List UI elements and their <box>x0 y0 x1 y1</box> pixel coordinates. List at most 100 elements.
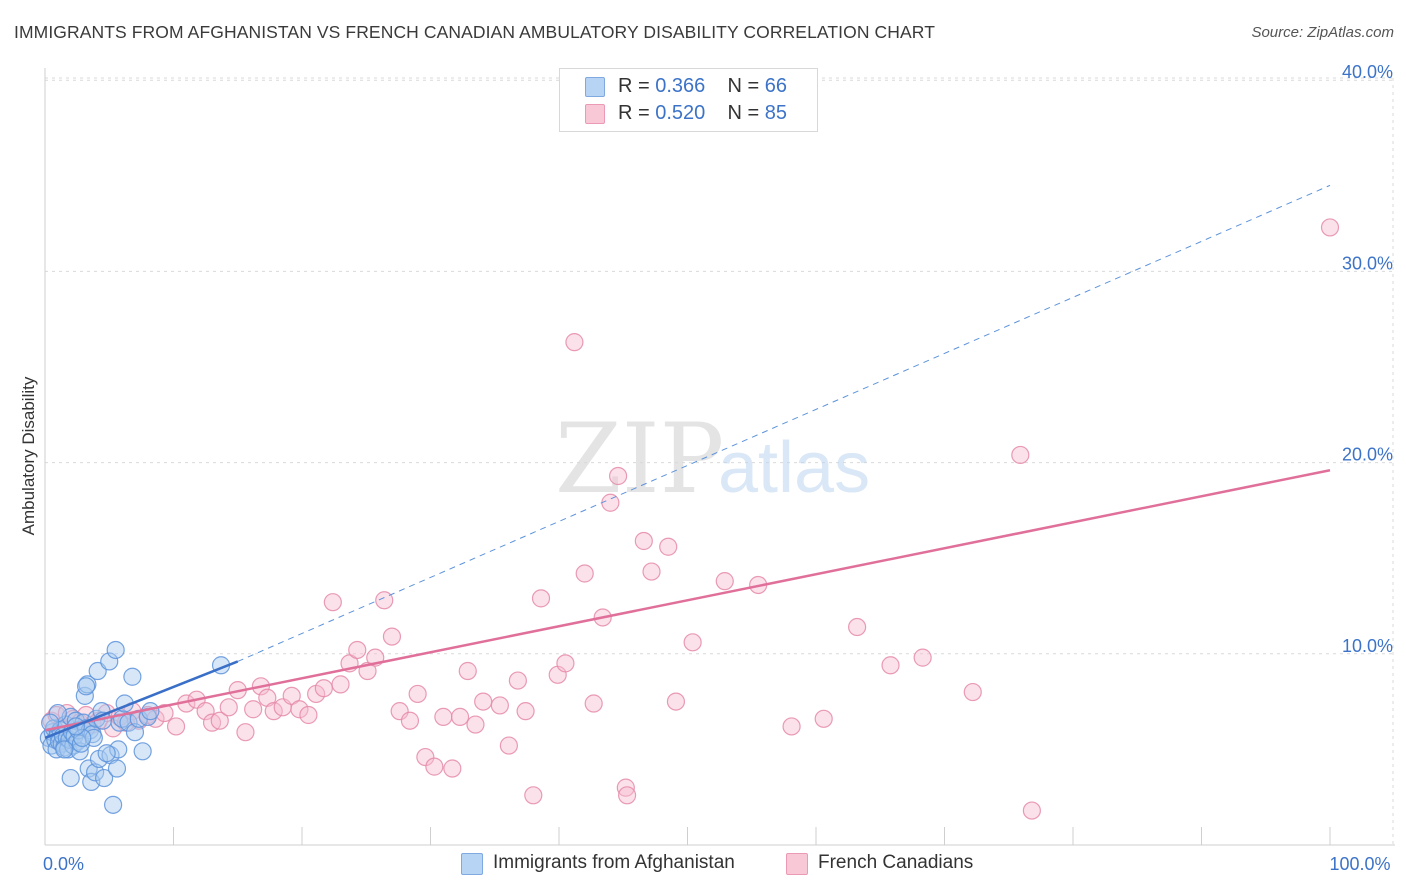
legend-r-label: R = <box>618 102 656 124</box>
data-point <box>1011 445 1030 465</box>
data-point <box>314 679 333 698</box>
data-point <box>683 633 702 652</box>
data-point <box>323 593 342 612</box>
data-point <box>1320 218 1340 237</box>
legend-n-label: N = <box>727 75 765 97</box>
series-name: French Canadians <box>818 852 974 873</box>
data-point <box>196 702 215 721</box>
data-point <box>565 333 584 352</box>
data-point <box>963 682 982 702</box>
data-point <box>616 778 635 797</box>
y-tick-label: 40.0% <box>1342 62 1393 82</box>
watermark-atlas: atlas <box>718 428 870 508</box>
data-point <box>634 531 653 551</box>
data-point <box>61 768 80 788</box>
data-point <box>474 692 493 711</box>
data-point <box>375 591 394 610</box>
y-tick-label: 20.0% <box>1342 445 1393 465</box>
data-point <box>1022 801 1041 820</box>
legend-r-label: R = <box>618 75 656 97</box>
data-point <box>466 715 485 734</box>
y-tick-label: 30.0% <box>1342 253 1393 273</box>
data-point <box>41 713 60 732</box>
data-point <box>125 723 145 742</box>
data-point <box>516 702 535 721</box>
watermark: ZIP atlas <box>555 403 870 515</box>
data-point <box>166 717 186 736</box>
data-point <box>450 707 470 726</box>
data-point <box>609 466 628 486</box>
data-point <box>104 795 123 814</box>
data-point <box>299 705 318 725</box>
data-point <box>814 709 833 728</box>
data-point <box>782 717 801 736</box>
data-point <box>264 702 283 721</box>
data-point <box>95 768 114 788</box>
data-point <box>666 692 686 711</box>
chart-title: IMMIGRANTS FROM AFGHANISTAN VS FRENCH CA… <box>14 22 936 42</box>
y-tick-label: 10.0% <box>1342 636 1393 656</box>
data-point <box>133 742 152 761</box>
x-tick-label: 0.0% <box>43 854 84 874</box>
series-swatch-pink <box>786 853 808 875</box>
legend-swatch-pink <box>585 104 605 124</box>
data-point <box>123 667 142 686</box>
x-tick-label: 100.0% <box>1329 854 1390 874</box>
data-point <box>425 757 444 776</box>
data-point <box>282 686 301 705</box>
legend-n-label: N = <box>727 102 765 124</box>
data-point <box>434 707 453 726</box>
data-point <box>584 694 603 713</box>
data-point <box>219 698 238 717</box>
data-point <box>100 652 119 671</box>
source-label: Source: ZipAtlas.com <box>1251 24 1394 41</box>
data-point <box>524 786 543 805</box>
data-point <box>382 627 402 646</box>
tick-labels: 10.0% 20.0% 30.0% 40.0% 0.0% 100.0% <box>43 62 1393 874</box>
data-point <box>290 700 309 719</box>
data-point <box>556 654 575 673</box>
data-point <box>348 640 367 660</box>
data-point <box>848 617 867 637</box>
legend-r-value: 0.366 <box>655 75 706 97</box>
data-point <box>77 677 96 696</box>
legend-n-value: 66 <box>764 75 788 97</box>
data-point <box>73 728 92 748</box>
data-point <box>499 736 518 755</box>
data-point <box>458 661 477 681</box>
y-axis-label: Ambulatory Disability <box>19 376 38 535</box>
data-point <box>642 562 661 581</box>
data-point <box>715 572 734 591</box>
data-point <box>106 640 125 660</box>
data-point <box>97 744 116 763</box>
data-point <box>210 711 229 730</box>
data-point <box>881 656 900 675</box>
data-point <box>659 537 678 556</box>
trend-line-afghanistan-extrapolated <box>237 184 1331 662</box>
data-point <box>508 671 527 690</box>
trend-lines <box>44 184 1331 740</box>
correlation-legend: R = 0.366 N = 66 R = 0.520 N = 85 <box>559 68 818 132</box>
data-point <box>244 700 263 719</box>
series-name: Immigrants from Afghanistan <box>493 852 735 873</box>
data-point <box>331 675 350 694</box>
data-point <box>490 696 509 715</box>
data-point <box>86 763 105 782</box>
data-point <box>531 589 551 608</box>
legend-swatch-blue <box>585 77 605 97</box>
data-point <box>618 786 637 805</box>
data-point <box>400 711 420 730</box>
data-point <box>236 723 255 742</box>
data-point <box>107 759 127 778</box>
data-point <box>75 686 94 705</box>
data-point <box>408 684 427 704</box>
data-point <box>443 759 462 778</box>
data-point <box>913 648 932 667</box>
series-swatch-blue <box>461 853 483 875</box>
trend-line-french-canadians <box>44 469 1331 732</box>
trend-line-afghanistan <box>44 660 239 740</box>
data-point <box>48 703 67 723</box>
data-points <box>39 218 1340 820</box>
legend-r-value: 0.520 <box>655 102 706 124</box>
